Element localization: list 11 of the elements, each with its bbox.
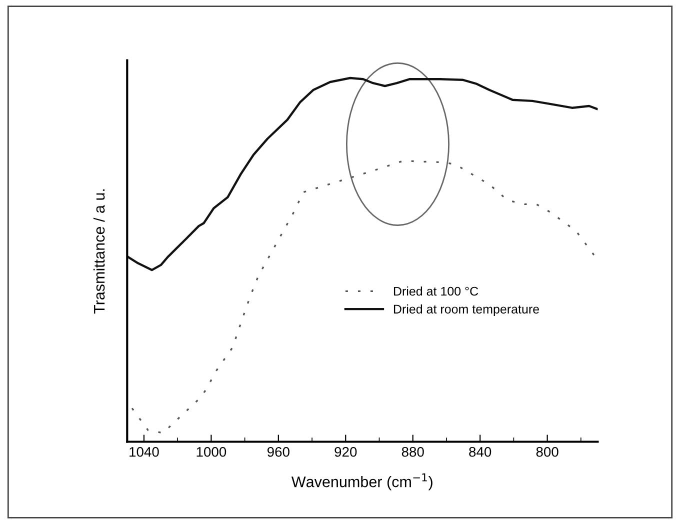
legend-label: Dried at room temperature	[394, 304, 539, 316]
x-axis-title: Wavenumber (cm$^{−1}$)	[291, 473, 432, 490]
x-tick-label: 840	[469, 446, 492, 457]
x-tick-label: 1040	[130, 446, 159, 457]
x-tick-label: 920	[334, 446, 357, 457]
x-tick-label: 960	[267, 446, 290, 457]
x-tick-label: 1000	[196, 446, 226, 457]
y-axis-title: Trasmittance / a u.	[93, 189, 105, 314]
x-tick-label: 880	[402, 446, 424, 457]
x-tick-label: 800	[536, 446, 558, 457]
legend-label: Dried at 100 °C	[394, 286, 478, 296]
